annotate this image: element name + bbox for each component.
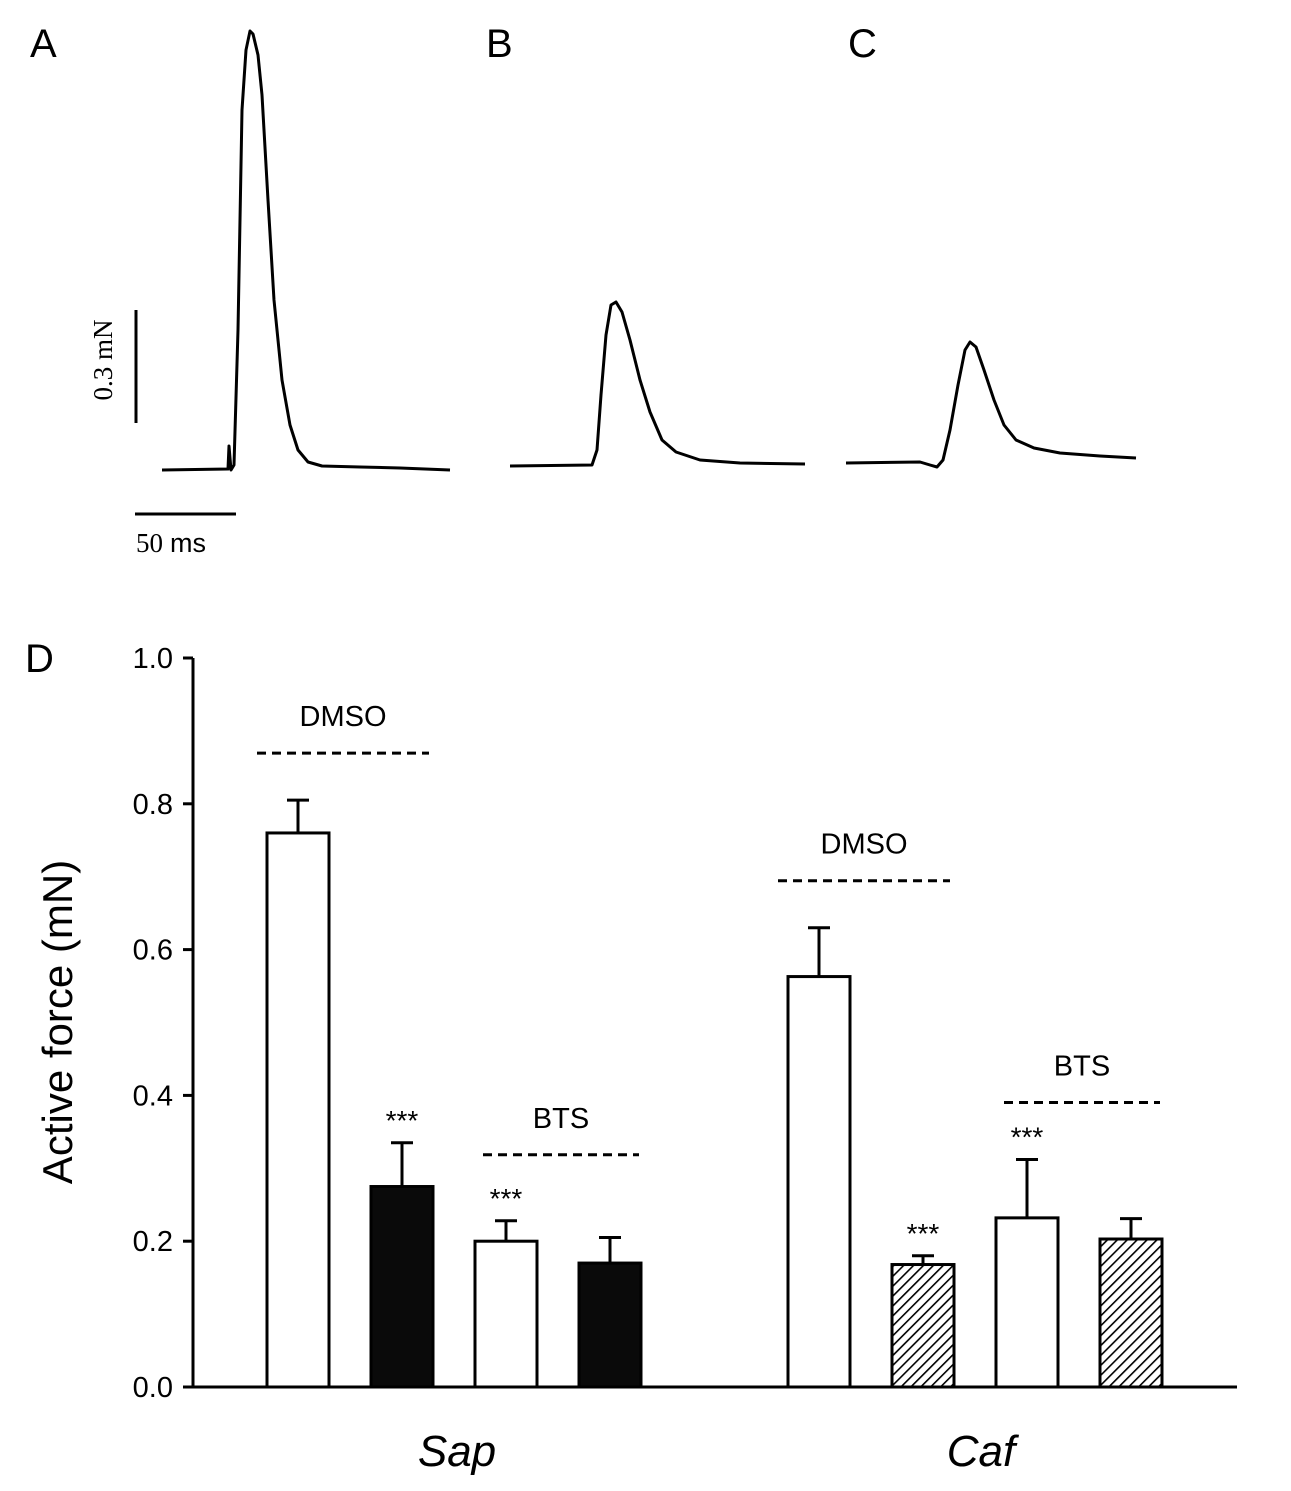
trace-b	[509, 300, 806, 468]
significance-marker: ***	[490, 1183, 523, 1214]
bar	[890, 1263, 956, 1389]
y-tick-label: 0.8	[133, 789, 173, 821]
y-axis-label: Active force (mN)	[34, 860, 81, 1184]
bar	[994, 1216, 1060, 1389]
bar	[265, 831, 331, 1389]
annotation-label: DMSO	[300, 701, 387, 733]
y-tick-label: 1.0	[133, 643, 173, 675]
group-label: Sap	[418, 1427, 496, 1476]
bar	[369, 1185, 435, 1389]
y-tick-label: 0.2	[133, 1226, 173, 1258]
panel-label-a: A	[30, 22, 57, 66]
significance-marker: ***	[907, 1218, 940, 1249]
bar	[473, 1239, 539, 1389]
annotation-label: BTS	[1054, 1051, 1110, 1083]
significance-marker: ***	[1011, 1122, 1044, 1153]
trace-c	[845, 340, 1137, 469]
annotation-label: BTS	[533, 1103, 589, 1135]
significance-marker: ***	[386, 1105, 419, 1136]
annotation-label: DMSO	[821, 829, 908, 861]
time-scale-label: 50 ms	[136, 528, 206, 558]
y-tick-label: 0.0	[133, 1372, 173, 1404]
force-scale-label: 0.3 mN	[88, 320, 118, 401]
panel-label-b: B	[486, 22, 513, 66]
bar	[577, 1261, 643, 1389]
y-tick-label: 0.6	[133, 935, 173, 967]
bar	[786, 975, 852, 1389]
panel-label-d: D	[25, 637, 54, 681]
group-label: Caf	[947, 1427, 1020, 1476]
y-tick-label: 0.4	[133, 1080, 173, 1112]
bar-chart-d: 0.0 0.2 0.4 0.6 0.8 1.0 Active force (mN) *** **…	[34, 643, 1237, 1476]
trace-a	[161, 29, 451, 472]
bar	[1098, 1237, 1164, 1389]
panel-label-c: C	[848, 22, 877, 66]
